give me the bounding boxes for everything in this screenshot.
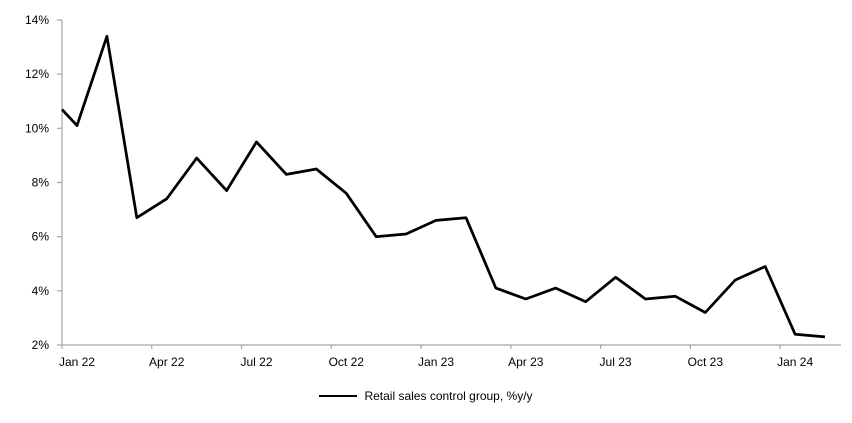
x-axis-tick-label: Oct 23	[688, 355, 724, 369]
y-axis-tick-label: 2%	[32, 338, 50, 352]
y-axis-tick-label: 12%	[25, 67, 49, 81]
legend-label: Retail sales control group, %y/y	[364, 389, 533, 403]
x-axis-tick-label: Jul 23	[600, 355, 632, 369]
x-axis-tick-label: Jan 24	[777, 355, 813, 369]
x-axis-tick-label: Jan 22	[59, 355, 95, 369]
x-axis-tick-label: Apr 22	[149, 355, 185, 369]
x-axis-tick-label: Oct 22	[329, 355, 365, 369]
y-axis-tick-label: 4%	[32, 284, 50, 298]
x-axis-tick-label: Jul 22	[240, 355, 272, 369]
x-axis-tick-label: Jan 23	[418, 355, 454, 369]
legend-line-swatch	[319, 395, 358, 397]
y-axis-tick-label: 14%	[25, 13, 49, 27]
data-line	[60, 34, 826, 339]
x-axis-tick-label: Apr 23	[508, 355, 544, 369]
legend: Retail sales control group, %y/y	[0, 389, 852, 403]
y-axis-tick-label: 8%	[32, 176, 50, 190]
y-axis-tick-label: 10%	[25, 121, 49, 135]
y-axis-tick-label: 6%	[32, 230, 50, 244]
